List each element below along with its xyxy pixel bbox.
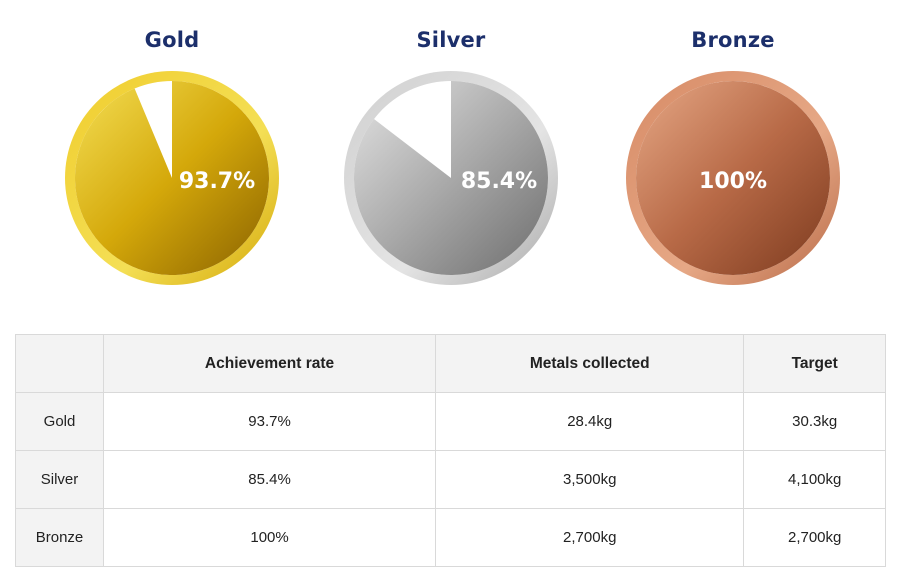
bronze-value-label: 100% (699, 169, 767, 194)
cell-collected: 3,500kg (435, 450, 745, 509)
cell-target: 2,700kg (743, 508, 886, 567)
row-label-bronze: Bronze (15, 508, 104, 567)
gold-medal-chart: Gold 93.7% (52, 0, 292, 300)
bronze-title: Bronze (691, 28, 775, 52)
cell-collected: 2,700kg (435, 508, 745, 567)
gold-title: Gold (144, 28, 200, 52)
bronze-medal-chart: Bronze 100% (613, 0, 853, 300)
silver-slice (353, 81, 548, 275)
cell-rate: 85.4% (102, 450, 437, 509)
silver-value-label: 85.4% (461, 169, 537, 194)
table-row: Bronze 100% 2,700kg 2,700kg (15, 508, 886, 567)
cell-collected: 28.4kg (435, 392, 745, 451)
row-label-silver: Silver (15, 450, 104, 509)
table-header-corner (15, 334, 104, 393)
silver-medal-chart: Silver 85.4% (331, 0, 571, 300)
table-header-target: Target (743, 334, 886, 393)
bronze-pie: 100% (626, 71, 840, 285)
table-row: Gold 93.7% 28.4kg 30.3kg (15, 392, 886, 451)
bronze-slice (635, 81, 830, 275)
cell-target: 4,100kg (743, 450, 886, 509)
silver-pie: 85.4% (344, 71, 558, 285)
silver-title: Silver (416, 28, 486, 52)
gold-pie: 93.7% (65, 71, 279, 285)
table-header-metals-collected: Metals collected (435, 334, 745, 393)
gold-slice (74, 81, 269, 275)
cell-target: 30.3kg (743, 392, 886, 451)
cell-rate: 100% (102, 508, 437, 567)
medal-data-table: Achievement rate Metals collected Target… (15, 334, 886, 567)
table-row: Silver 85.4% 3,500kg 4,100kg (15, 450, 886, 509)
row-label-gold: Gold (15, 392, 104, 451)
table-header-row: Achievement rate Metals collected Target (15, 334, 886, 393)
gold-value-label: 93.7% (179, 169, 255, 194)
cell-rate: 93.7% (102, 392, 437, 451)
table-header-achievement-rate: Achievement rate (102, 334, 437, 393)
